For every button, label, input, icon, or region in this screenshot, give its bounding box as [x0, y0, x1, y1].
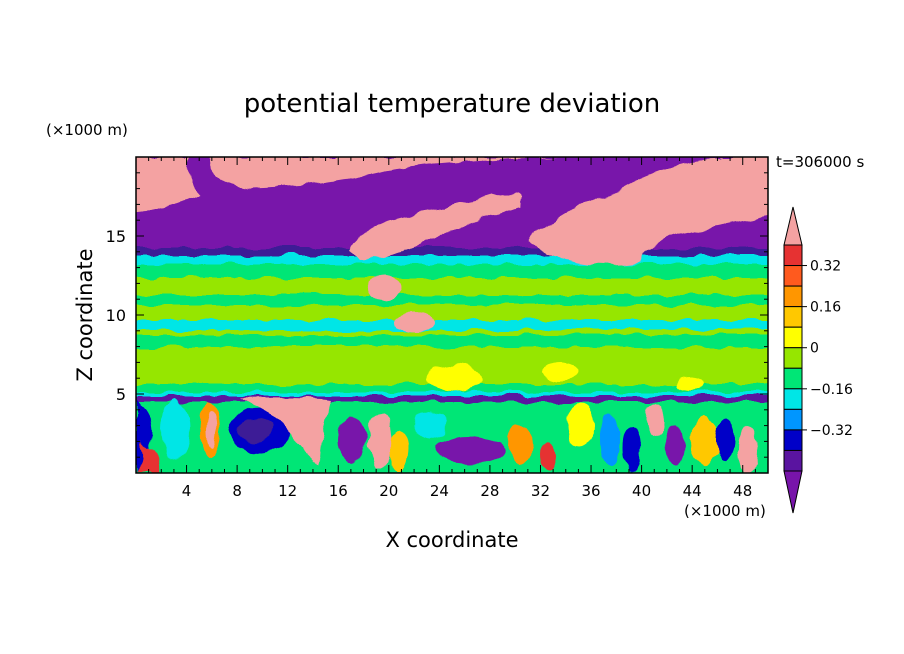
y-tick-label: 15	[106, 227, 126, 246]
x-tick-label: 40	[632, 482, 651, 500]
colorbar-swatch	[783, 326, 803, 349]
colorbar-label: 0	[810, 341, 819, 357]
colorbar-swatch	[783, 285, 803, 308]
x-tick-label: 16	[329, 482, 348, 500]
x-tick-label: 48	[733, 482, 752, 500]
x-tick-label: 12	[278, 482, 297, 500]
x-tick-label: 28	[480, 482, 499, 500]
x-tick-label: 24	[430, 482, 449, 500]
colorbar: 0.32 0.16 0 −0.16 −0.32	[783, 206, 853, 514]
colorbar-swatch	[783, 367, 803, 390]
colorbar-extend-bottom	[783, 470, 803, 514]
colorbar-swatch	[783, 449, 803, 472]
colorbar-label: −0.32	[810, 423, 853, 439]
pink-cloud-center	[350, 193, 521, 260]
x-tick-label: 4	[182, 482, 192, 500]
y-axis: 5 10 15	[106, 172, 768, 458]
y-tick-label: 10	[106, 306, 126, 325]
colorbar-swatch	[783, 388, 803, 410]
colorbar-label: 0.32	[810, 259, 841, 275]
pink-cloud-left	[136, 157, 200, 214]
y-unit-label: (×1000 m)	[46, 121, 128, 139]
y-tick-label: 5	[116, 385, 126, 404]
colorbar-swatch	[783, 408, 803, 431]
x-unit-label: (×1000 m)	[684, 502, 766, 520]
x-tick-label: 32	[531, 482, 550, 500]
heatmap-field	[136, 157, 768, 473]
chart-title: potential temperature deviation	[244, 89, 660, 119]
colorbar-swatch	[783, 306, 803, 328]
x-axis: 4 8 12 16 20 24 28 32 36 40 44 48	[148, 157, 756, 500]
pink-cloud-topmid	[209, 157, 560, 188]
y-axis-label: Z coordinate	[73, 248, 97, 381]
x-tick-label: 20	[379, 482, 398, 500]
colorbar-label: 0.16	[810, 300, 841, 316]
colorbar-swatch	[783, 429, 803, 451]
x-tick-label: 44	[683, 482, 702, 500]
upper-dark-strip	[136, 248, 768, 256]
x-tick-label: 36	[581, 482, 600, 500]
colorbar-label: −0.16	[810, 382, 853, 398]
colorbar-swatch	[783, 244, 803, 267]
colorbar-swatch	[783, 347, 803, 369]
colorbar-extend-top	[783, 206, 803, 246]
x-axis-label: X coordinate	[385, 528, 518, 552]
time-label: t=306000 s	[776, 153, 864, 171]
colorbar-swatch	[783, 265, 803, 287]
x-tick-label: 8	[232, 482, 242, 500]
pink-cloud-right	[530, 157, 768, 265]
